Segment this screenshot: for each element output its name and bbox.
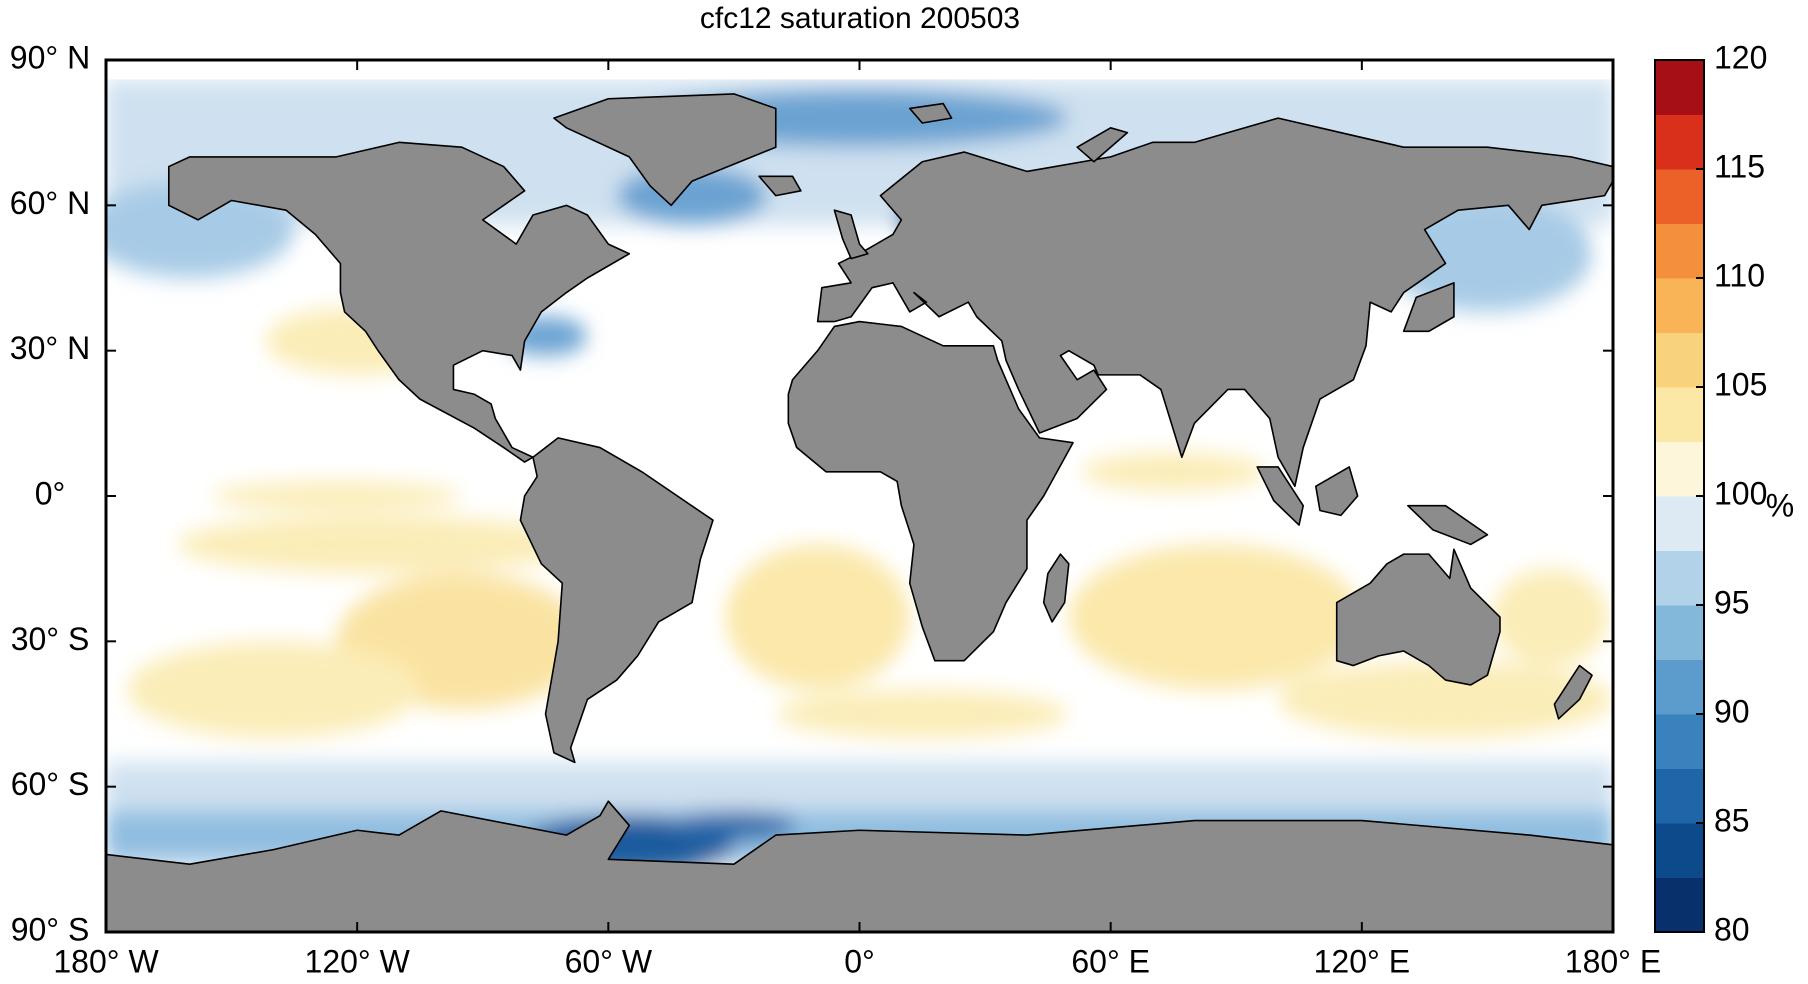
colorbar-tick-label: 105: [1714, 366, 1767, 402]
y-tick-label: 0°: [35, 475, 66, 511]
north-america: [169, 142, 629, 462]
colorbar-tick-label: 90: [1714, 693, 1750, 729]
greenland: [554, 94, 776, 205]
map-title: cfc12 saturation 200503: [700, 2, 1020, 35]
colorbar-segment: [1655, 60, 1704, 115]
japan: [1404, 283, 1454, 331]
new-guinea: [1408, 506, 1488, 545]
axes: 180° W 120° W 60° W 0° 60° E 120° E 180° E 90° …: [10, 39, 1661, 979]
africa: [788, 322, 1073, 661]
colorbar-unit: %: [1766, 487, 1794, 523]
britain: [834, 210, 867, 258]
y-tick-label: 30° N: [10, 330, 90, 366]
colorbar-tick-label: 85: [1714, 802, 1750, 838]
colorbar-segment: [1655, 169, 1704, 224]
colorbar-segment: [1655, 496, 1704, 551]
colorbar-tick-label: 80: [1714, 911, 1750, 947]
x-tick-label: 180° E: [1565, 943, 1661, 979]
colorbar-tick-label: 120: [1714, 39, 1767, 75]
x-tick-label: 120° E: [1314, 943, 1410, 979]
x-tick-label: 0°: [844, 943, 875, 979]
colorbar-segment: [1655, 659, 1704, 715]
colorbar-segment: [1655, 550, 1704, 606]
y-tick-label: 90° N: [10, 39, 90, 75]
svalbard: [910, 104, 952, 123]
x-tick-label: 180° W: [53, 943, 159, 979]
land: [106, 94, 1613, 932]
australia: [1337, 549, 1500, 685]
colorbar-segment: [1655, 714, 1704, 769]
iceland: [759, 176, 801, 195]
colorbar-tick-label: 100: [1714, 475, 1767, 511]
colorbar: 80 85 90 95 100 105 110 115 120%: [1654, 39, 1794, 947]
colorbar-segment: [1655, 768, 1704, 824]
map-area: [106, 60, 1613, 932]
x-tick-label: 60° E: [1071, 943, 1150, 979]
colorbar-segment: [1655, 114, 1704, 170]
new-zealand: [1554, 666, 1592, 719]
colorbar-segment: [1655, 332, 1704, 388]
x-tick-label: 60° W: [565, 943, 653, 979]
borneo: [1316, 467, 1358, 515]
colorbar-segment: [1655, 387, 1704, 442]
y-tick-label: 60° S: [11, 766, 90, 802]
antarctica: [106, 801, 1613, 932]
y-tick-label: 60° N: [10, 185, 90, 221]
sumatra: [1257, 467, 1303, 525]
colorbar-segment: [1655, 223, 1704, 279]
y-tick-label: 30° S: [11, 621, 90, 657]
colorbar-segment: [1655, 441, 1704, 497]
colorbar-segment: [1655, 605, 1704, 660]
novaya-zemlya: [1077, 128, 1127, 162]
colorbar-tick-label: 95: [1714, 584, 1750, 620]
south-america: [520, 438, 713, 763]
colorbar-segment: [1655, 877, 1704, 933]
colorbar-tick-label: 110: [1714, 257, 1765, 293]
colorbar-segment: [1655, 278, 1704, 333]
y-tick-label: 90° S: [11, 911, 90, 947]
colorbar-segment: [1655, 823, 1704, 878]
x-tick-label: 120° W: [305, 943, 411, 979]
eurasia: [818, 118, 1613, 486]
colorbar-tick-label: 115: [1714, 148, 1765, 184]
madagascar: [1044, 554, 1069, 622]
ocean-field: [106, 60, 1613, 932]
